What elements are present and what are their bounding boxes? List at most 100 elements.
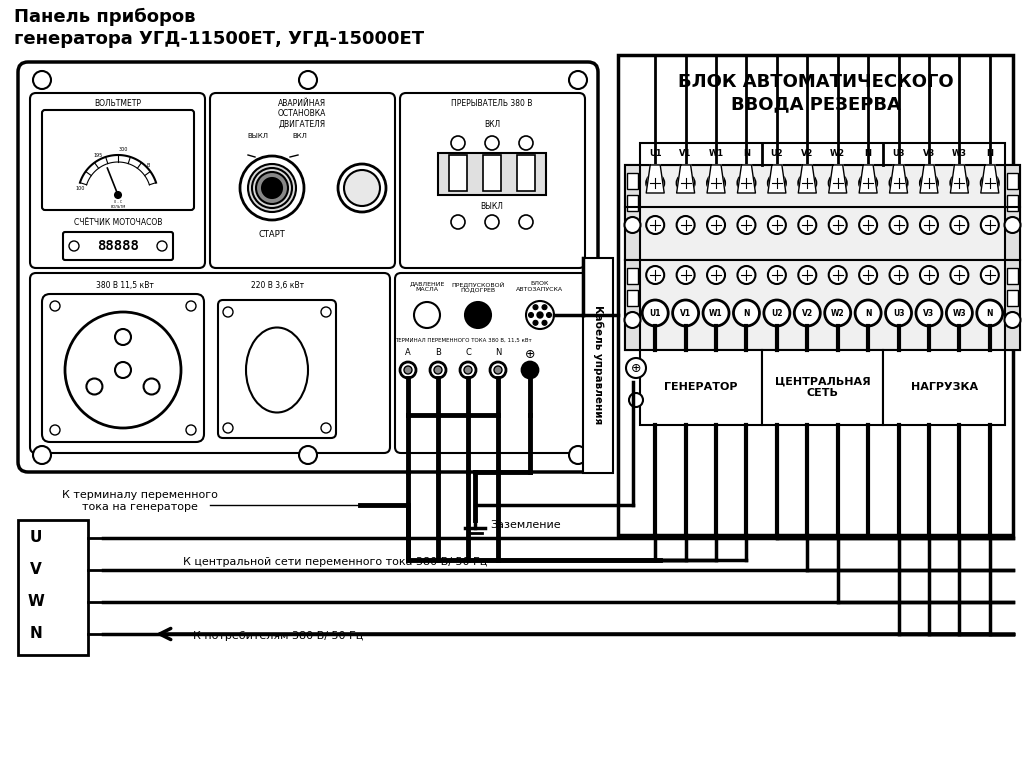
Text: В: В [435, 348, 441, 357]
Text: W2: W2 [830, 149, 845, 159]
Polygon shape [981, 165, 998, 193]
Text: 300: 300 [119, 147, 128, 152]
Text: U1: U1 [650, 308, 661, 318]
Circle shape [981, 216, 998, 234]
Circle shape [950, 266, 969, 284]
Circle shape [764, 300, 790, 326]
Polygon shape [859, 165, 877, 193]
Text: V3: V3 [924, 308, 935, 318]
Text: ВКЛ: ВКЛ [484, 120, 500, 129]
Circle shape [262, 178, 282, 198]
Circle shape [768, 216, 786, 234]
Circle shape [157, 241, 167, 251]
FancyBboxPatch shape [18, 62, 598, 472]
Circle shape [526, 301, 554, 329]
Bar [517, 155, 535, 191]
Text: W1: W1 [709, 308, 723, 318]
Text: V3: V3 [923, 149, 935, 159]
Text: ПРЕДПУСКОВОЙ
ПОДОГРЕВ: ПРЕДПУСКОВОЙ ПОДОГРЕВ [451, 281, 504, 293]
Circle shape [977, 300, 1003, 326]
Text: БЛОК
АВТОЗАПУСКА: БЛОК АВТОЗАПУСКА [517, 281, 564, 292]
Circle shape [50, 425, 60, 435]
Circle shape [434, 366, 442, 374]
Text: U2: U2 [770, 149, 784, 159]
Text: ВЫКЛ: ВЫКЛ [248, 133, 268, 139]
Text: 195: 195 [93, 153, 102, 158]
Circle shape [404, 366, 412, 374]
Circle shape [537, 312, 543, 318]
Text: ТЕРМИНАЛ ПЕРЕМЕННОГО ТОКА 380 В, 11,5 кВт: ТЕРМИНАЛ ПЕРЕМЕННОГО ТОКА 380 В, 11,5 кВ… [395, 338, 531, 343]
Bar [583, 258, 613, 473]
Circle shape [886, 300, 911, 326]
Circle shape [950, 174, 969, 192]
Circle shape [299, 71, 317, 89]
Circle shape [464, 366, 472, 374]
Bar [449, 155, 468, 191]
Circle shape [768, 266, 786, 284]
Text: СЧЁТЧИК МОТОЧАСОВ: СЧЁТЧИК МОТОЧАСОВ [74, 218, 163, 227]
Circle shape [248, 164, 296, 212]
Text: Кабель управления: Кабель управления [592, 305, 604, 425]
Text: W2: W2 [831, 308, 845, 318]
Text: ВКЛ: ВКЛ [293, 133, 308, 139]
Circle shape [223, 307, 233, 317]
Text: БЛОК АВТОМАТИЧЕСКОГО: БЛОК АВТОМАТИЧЕСКОГО [677, 73, 953, 91]
Bar [627, 195, 638, 211]
Text: N: N [743, 149, 750, 159]
Text: АВАРИЙНАЯ
ОСТАНОВКА
ДВИГАТЕЛЯ: АВАРИЙНАЯ ОСТАНОВКА ДВИГАТЕЛЯ [278, 99, 326, 129]
Circle shape [115, 192, 121, 198]
FancyBboxPatch shape [30, 93, 205, 268]
Polygon shape [768, 165, 786, 193]
Circle shape [890, 174, 907, 192]
Bar [627, 173, 638, 189]
Circle shape [430, 362, 446, 378]
Text: U1: U1 [649, 149, 662, 159]
Text: ВОЛЬТМЕТР: ВОЛЬТМЕТР [94, 99, 141, 108]
Circle shape [647, 266, 664, 284]
Text: 88888: 88888 [97, 239, 139, 253]
Circle shape [533, 320, 538, 326]
Circle shape [676, 174, 695, 192]
Circle shape [981, 174, 998, 192]
FancyBboxPatch shape [42, 110, 194, 210]
Circle shape [626, 358, 646, 378]
Text: V2: V2 [802, 308, 813, 318]
Bar [627, 290, 638, 306]
Circle shape [485, 136, 499, 150]
Text: W3: W3 [951, 149, 967, 159]
Circle shape [676, 216, 695, 234]
Circle shape [647, 216, 664, 234]
Circle shape [859, 174, 877, 192]
Circle shape [69, 241, 79, 251]
Polygon shape [647, 165, 664, 193]
Polygon shape [920, 165, 938, 193]
FancyBboxPatch shape [210, 93, 395, 268]
Text: N: N [864, 308, 872, 318]
Circle shape [542, 305, 547, 310]
Text: N: N [495, 348, 501, 357]
FancyBboxPatch shape [42, 294, 204, 442]
Bar [625, 165, 640, 260]
Text: U: U [30, 530, 42, 545]
Text: В: В [146, 163, 149, 168]
Circle shape [859, 216, 877, 234]
Bar [627, 268, 638, 284]
Circle shape [798, 174, 816, 192]
Bar [618, 55, 1013, 535]
Circle shape [240, 156, 304, 220]
Text: ВВОДА РЕЗЕРВА: ВВОДА РЕЗЕРВА [730, 95, 900, 113]
Polygon shape [738, 165, 755, 193]
Circle shape [920, 174, 938, 192]
Text: N: N [743, 308, 750, 318]
Circle shape [256, 172, 288, 204]
Circle shape [629, 393, 643, 407]
Circle shape [115, 362, 131, 378]
Bar [625, 260, 640, 350]
Text: СТАРТ: СТАРТ [259, 230, 285, 239]
Circle shape [86, 379, 102, 394]
FancyBboxPatch shape [63, 232, 173, 260]
Circle shape [642, 300, 668, 326]
Bar [1007, 195, 1018, 211]
Circle shape [707, 266, 725, 284]
Bar [1007, 173, 1018, 189]
